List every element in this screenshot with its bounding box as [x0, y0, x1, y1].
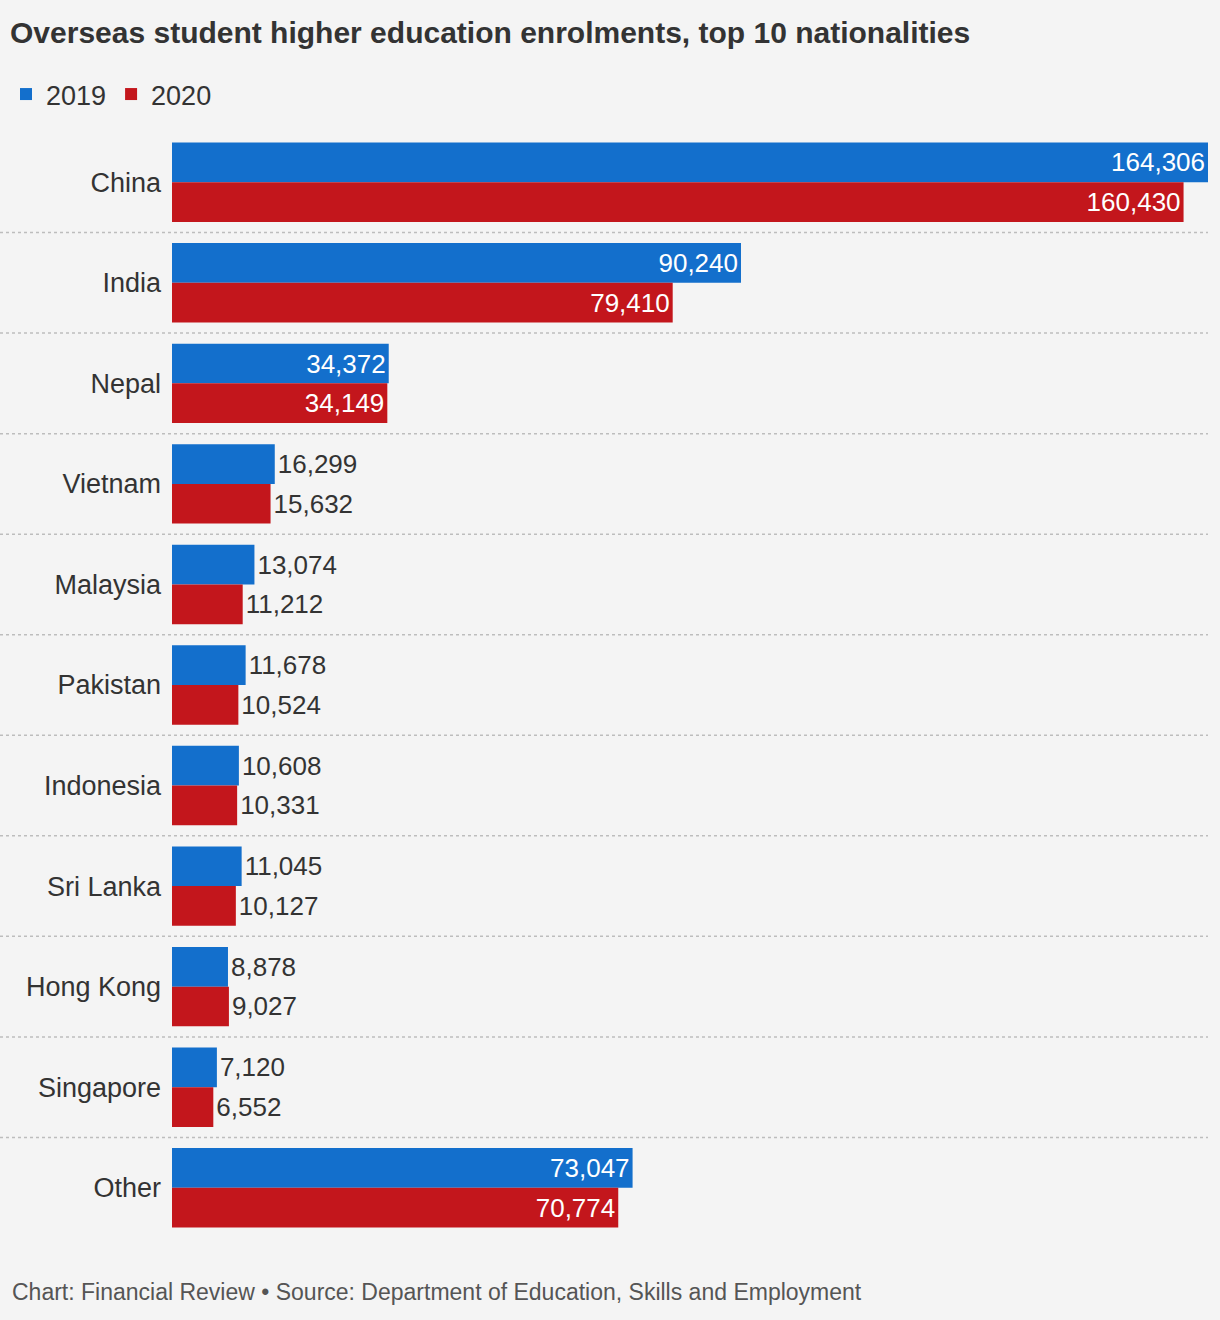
svg-text:34,149: 34,149: [305, 388, 385, 418]
svg-text:10,608: 10,608: [242, 751, 322, 781]
svg-text:10,524: 10,524: [241, 690, 321, 720]
svg-text:2019: 2019: [46, 81, 106, 111]
svg-text:79,410: 79,410: [590, 288, 670, 318]
svg-text:13,074: 13,074: [257, 550, 337, 580]
svg-text:China: China: [90, 168, 162, 198]
svg-text:7,120: 7,120: [220, 1052, 285, 1082]
svg-text:Vietnam: Vietnam: [62, 469, 161, 499]
svg-text:Hong Kong: Hong Kong: [26, 972, 161, 1002]
svg-text:Overseas student higher educat: Overseas student higher education enrolm…: [10, 16, 970, 49]
svg-text:90,240: 90,240: [658, 248, 738, 278]
svg-text:8,878: 8,878: [231, 952, 296, 982]
svg-text:Malaysia: Malaysia: [54, 570, 162, 600]
svg-text:73,047: 73,047: [550, 1153, 630, 1183]
svg-text:Other: Other: [93, 1173, 161, 1203]
svg-text:6,552: 6,552: [216, 1092, 281, 1122]
svg-text:Indonesia: Indonesia: [44, 771, 162, 801]
svg-text:2020: 2020: [151, 81, 211, 111]
svg-text:Sri Lanka: Sri Lanka: [47, 872, 162, 902]
svg-text:Chart: Financial Review • Sour: Chart: Financial Review • Source: Depart…: [12, 1279, 862, 1305]
svg-text:11,678: 11,678: [249, 650, 327, 680]
svg-text:10,331: 10,331: [240, 790, 320, 820]
svg-text:34,372: 34,372: [306, 349, 386, 379]
svg-text:70,774: 70,774: [536, 1193, 616, 1223]
svg-text:164,306: 164,306: [1111, 147, 1205, 177]
svg-text:11,045: 11,045: [245, 851, 323, 881]
svg-text:Nepal: Nepal: [90, 369, 161, 399]
svg-text:160,430: 160,430: [1087, 187, 1181, 217]
svg-text:India: India: [102, 268, 162, 298]
svg-text:9,027: 9,027: [232, 991, 297, 1021]
svg-text:11,212: 11,212: [246, 589, 324, 619]
svg-text:15,632: 15,632: [274, 489, 354, 519]
svg-text:10,127: 10,127: [239, 891, 319, 921]
svg-text:16,299: 16,299: [278, 449, 358, 479]
svg-text:Singapore: Singapore: [38, 1073, 161, 1103]
svg-text:Pakistan: Pakistan: [57, 670, 161, 700]
